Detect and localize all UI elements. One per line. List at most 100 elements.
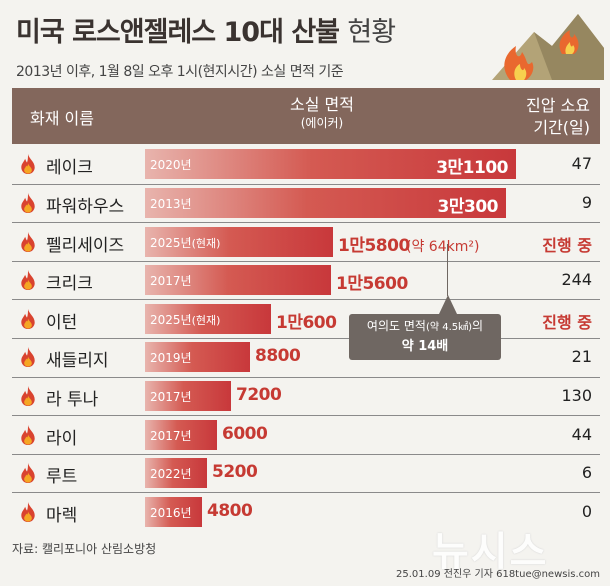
callout-pointer (439, 295, 457, 314)
area-bar (145, 342, 250, 373)
page-subtitle: 2013년 이후, 1월 8일 오후 1시(현지시간) 소실 면적 기준 (16, 64, 344, 80)
header-days-line1: 진압 소요 (526, 96, 590, 115)
callout-line1: 여의도 면적(약 4.5㎢)의 (349, 317, 501, 337)
area-value-label: 1만5600 (336, 274, 408, 295)
row-separator (12, 415, 600, 417)
area-value-label: 5200 (212, 462, 258, 483)
fire-name: 라 투나 (46, 389, 99, 410)
area-bar (145, 496, 202, 527)
suppression-days: 진행 중 (542, 235, 592, 255)
fire-year-text: 2025년 (150, 312, 192, 327)
title-main: 미국 로스앤젤레스 10대 산불 (16, 17, 340, 48)
callout-text: 여의도 면적 (366, 319, 426, 333)
palisades-extra-label: (약 64km²) (406, 239, 480, 255)
fire-year: 2016년 (150, 504, 192, 521)
header-area-unit: (에이커) (300, 116, 344, 130)
header-area: 소실 면적 (에이커) (242, 95, 402, 131)
row-separator (12, 492, 600, 494)
fire-year: 2025년(현재) (150, 234, 220, 251)
callout-line2: 약 14배 (401, 339, 449, 354)
fire-name: 새들리지 (46, 351, 109, 372)
fire-icon (21, 270, 35, 291)
table-header: 화재 이름 소실 면적 (에이커) 진압 소요 기간(일) (12, 88, 600, 144)
suppression-days: 130 (561, 385, 592, 405)
row-separator (12, 453, 600, 455)
suppression-days: 6 (581, 463, 592, 483)
fire-name: 이턴 (46, 312, 78, 333)
fire-name: 레이크 (46, 158, 93, 179)
suppression-days: 진행 중 (542, 312, 592, 332)
callout-pointer-line (447, 244, 448, 296)
fire-year-note: (현재) (191, 236, 221, 250)
header-area-label: 소실 면적 (290, 95, 354, 114)
fire-icon (21, 424, 35, 445)
area-bar (145, 226, 333, 257)
fire-icon (21, 347, 35, 368)
fire-year: 2022년 (150, 465, 192, 482)
fire-year: 2013년 (150, 195, 192, 212)
fire-year-text: 2020년 (150, 158, 192, 173)
header-days-line2: 기간(일) (533, 118, 590, 137)
page-title: 미국 로스앤젤레스 10대 산불 현황 (16, 10, 396, 49)
fire-year: 2020년 (150, 156, 192, 173)
fire-year-text: 2022년 (150, 467, 192, 482)
fire-year: 2017년 (150, 388, 192, 405)
header-days: 진압 소요 기간(일) (526, 95, 590, 139)
fire-icon (21, 501, 35, 522)
fire-icon (21, 463, 35, 484)
callout-text-end: 의 (472, 319, 484, 333)
area-value-label: 3만1100 (436, 158, 508, 179)
row-separator (12, 376, 600, 378)
fire-name: 파워하우스 (46, 196, 125, 217)
fire-name: 라이 (46, 428, 78, 449)
fire-year-note: (현재) (191, 313, 221, 327)
fire-icon (21, 231, 35, 252)
fire-year-text: 2013년 (150, 196, 192, 211)
callout-small-text: (약 4.5㎢) (425, 322, 473, 333)
fire-year: 2017년 (150, 272, 192, 289)
fire-icon (21, 192, 35, 213)
fire-year-text: 2017년 (150, 428, 192, 443)
title-light: 현황 (347, 17, 396, 48)
area-value-label: 1만600 (276, 312, 337, 333)
area-value-label: 3만300 (437, 196, 499, 217)
fire-year-text: 2019년 (150, 351, 192, 366)
suppression-days: 0 (581, 501, 592, 521)
area-bar (145, 419, 217, 450)
area-bar (145, 380, 231, 411)
source-note: 자료: 캘리포니아 산림소방청 (12, 542, 157, 556)
watermark-logo: 뉴시스 (432, 529, 549, 575)
fire-year-text: 2017년 (150, 274, 192, 289)
row-separator (12, 260, 600, 262)
fire-year: 2025년(현재) (150, 311, 220, 328)
area-value-label: 1만5800 (338, 235, 410, 256)
fire-year-text: 2017년 (150, 389, 192, 404)
suppression-days: 21 (571, 347, 592, 367)
fire-name: 루트 (46, 467, 78, 488)
area-bar (145, 303, 271, 334)
suppression-days: 47 (571, 154, 592, 174)
area-comparison-callout: 여의도 면적(약 4.5㎢)의 약 14배 (349, 314, 501, 360)
area-value-label: 6000 (222, 423, 268, 444)
fire-icon (21, 154, 35, 175)
suppression-days: 9 (581, 192, 592, 212)
fire-icon (21, 385, 35, 406)
area-bar (145, 149, 516, 180)
fire-name: 펠리세이즈 (46, 235, 125, 256)
suppression-days: 244 (561, 270, 592, 290)
row-separator (12, 338, 600, 339)
area-value-label: 4800 (207, 500, 253, 521)
area-value-label: 8800 (255, 346, 301, 367)
fire-year: 2017년 (150, 427, 192, 444)
fire-year-text: 2025년 (150, 235, 192, 250)
row-separator (12, 299, 600, 301)
fire-name: 크리크 (46, 274, 93, 295)
fire-year-text: 2016년 (150, 505, 192, 520)
fire-year: 2019년 (150, 349, 192, 366)
row-separator (12, 222, 600, 224)
fire-name: 마렉 (46, 505, 78, 526)
fire-icon (21, 308, 35, 329)
area-bar (145, 187, 506, 218)
area-bar (145, 265, 331, 296)
mountain-fire-icon (492, 14, 604, 80)
